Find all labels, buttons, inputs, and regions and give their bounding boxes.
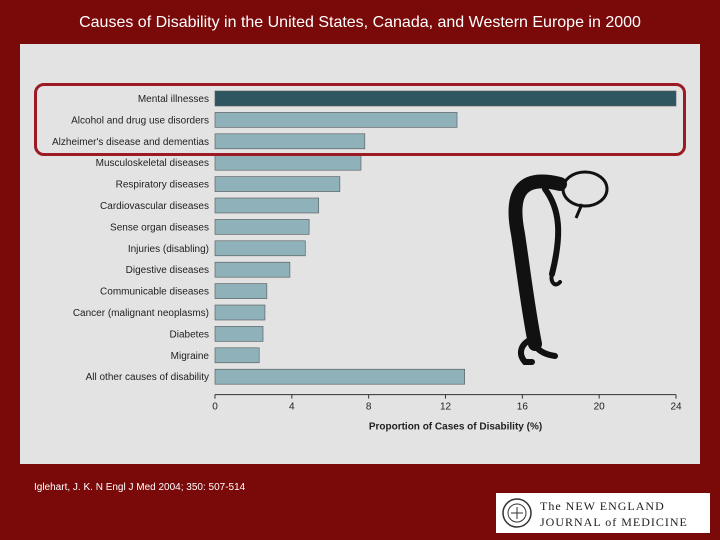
bar-12	[214, 347, 260, 364]
category-label-12: Migraine	[171, 351, 210, 362]
bar-13	[214, 368, 466, 385]
logo-line-1: The NEW ENGLAND	[540, 499, 665, 513]
bar-chart: Mental illnesses Alcohol and drug use dis…	[52, 90, 682, 433]
x-tick-label-5: 20	[594, 402, 606, 413]
bar-8	[214, 261, 291, 278]
category-label-13: All other causes of disability	[86, 372, 209, 383]
bar-9	[214, 283, 268, 299]
category-label-3: Musculoskeletal diseases	[96, 158, 209, 169]
bars-layer	[214, 90, 677, 385]
highlight-box	[34, 83, 686, 156]
slouching-figure-illustration	[508, 170, 609, 365]
category-label-5: Cardiovascular diseases	[100, 201, 209, 212]
bar-10	[214, 304, 266, 321]
category-label-0: Mental illnesses	[138, 94, 209, 105]
bar-4	[214, 176, 341, 192]
category-label-6: Sense organ diseases	[110, 222, 209, 233]
bar-5	[214, 197, 320, 214]
x-axis-ticks: 0 4 8 12 16 20 24	[212, 394, 682, 413]
slide-title: Causes of Disability in the United State…	[79, 14, 641, 31]
x-tick-label-4: 16	[517, 402, 529, 413]
category-labels: Mental illnesses Alcohol and drug use dis…	[52, 94, 209, 383]
x-tick-label-2: 8	[366, 402, 372, 413]
bar-6	[214, 219, 310, 235]
bar-1	[214, 112, 458, 128]
bar-0	[214, 90, 677, 107]
category-label-4: Respiratory diseases	[116, 180, 209, 191]
bar-7	[214, 240, 306, 257]
x-tick-label-6: 24	[670, 402, 682, 413]
category-label-7: Injuries (disabling)	[128, 244, 209, 255]
category-label-10: Cancer (malignant neoplasms)	[73, 308, 209, 319]
category-label-11: Diabetes	[170, 329, 209, 340]
bar-3	[214, 154, 362, 171]
bar-11	[214, 326, 264, 342]
category-label-1: Alcohol and drug use disorders	[71, 115, 209, 126]
logo-line-2: JOURNAL of MEDICINE	[540, 515, 688, 529]
x-tick-label-1: 4	[289, 402, 295, 413]
x-axis-title: Proportion of Cases of Disability (%)	[369, 422, 542, 433]
x-tick-label-3: 12	[440, 402, 452, 413]
x-tick-label-0: 0	[212, 402, 218, 413]
nejm-logo: The NEW ENGLAND JOURNAL of MEDICINE	[496, 493, 710, 533]
category-label-9: Communicable diseases	[100, 287, 209, 298]
bar-2	[214, 133, 366, 150]
category-label-2: Alzheimer's disease and dementias	[52, 137, 209, 148]
category-label-8: Digestive diseases	[126, 265, 209, 276]
chart-panel: Mental illnesses Alcohol and drug use dis…	[20, 44, 700, 464]
citation: Iglehart, J. K. N Engl J Med 2004; 350: …	[34, 482, 246, 493]
seal-icon	[502, 498, 532, 528]
